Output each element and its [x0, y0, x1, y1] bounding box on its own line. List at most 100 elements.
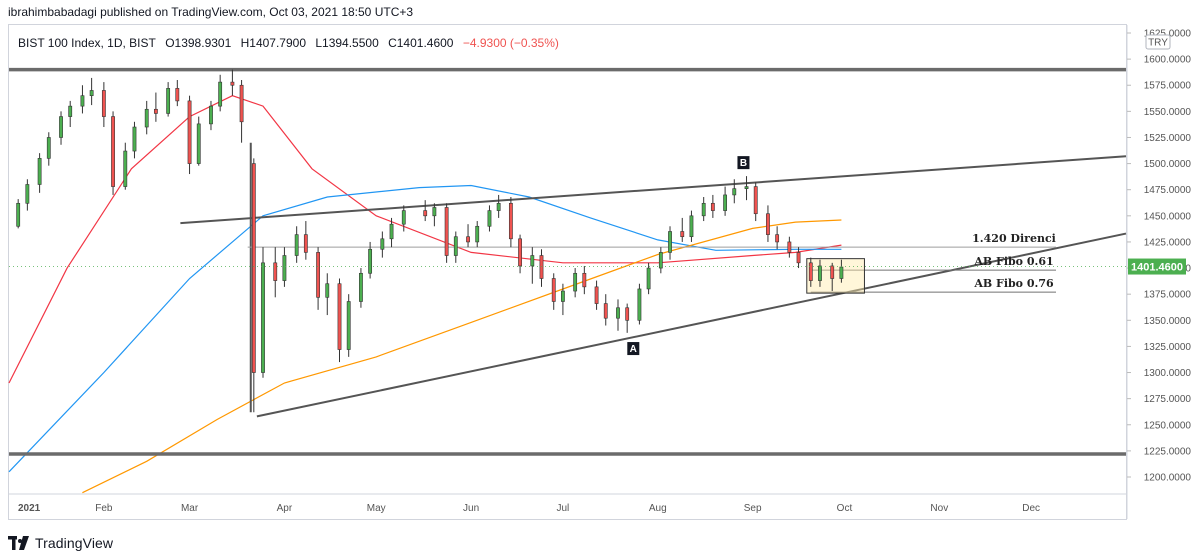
tradingview-brand[interactable]: TradingView	[8, 533, 113, 553]
published-caption: ibrahimbabadagi published on TradingView…	[8, 5, 414, 19]
candle-body	[37, 158, 42, 185]
candle-body	[111, 116, 115, 187]
candle	[325, 273, 330, 316]
candle	[487, 205, 492, 232]
price-tick-label: 1525.0000	[1144, 133, 1192, 144]
candle	[830, 262, 835, 292]
price-tick-label: 1200.0000	[1144, 473, 1192, 484]
candle	[646, 262, 651, 295]
candle-body	[796, 252, 801, 264]
candle-body	[196, 123, 201, 164]
candle-body	[230, 81, 235, 86]
candle-body	[153, 108, 158, 114]
candle-body	[282, 255, 287, 281]
candle	[123, 142, 128, 190]
candle	[551, 273, 556, 310]
legend-low: L1394.5500	[315, 36, 379, 50]
candle	[37, 153, 42, 193]
candle	[303, 221, 308, 260]
price-tick-label: 1250.0000	[1144, 420, 1192, 431]
candle	[658, 247, 663, 274]
candle-body	[273, 262, 278, 281]
date-tick-label: Feb	[95, 503, 113, 514]
candle	[25, 179, 30, 211]
candle	[132, 121, 137, 159]
level-label: 1.420 Direnci	[972, 232, 1056, 245]
symbol-legend: BIST 100 Index, 1D, BIST O1398.9301 H140…	[18, 36, 565, 50]
brand-text: TradingView	[35, 535, 114, 551]
candle	[689, 210, 694, 242]
candle-body	[701, 202, 706, 217]
legend-high: H1407.7900	[240, 36, 306, 50]
price-tick-label: 1425.0000	[1144, 237, 1192, 248]
candle-body	[744, 186, 749, 189]
candle-body	[689, 215, 694, 238]
candle-body	[637, 288, 642, 321]
candle	[637, 283, 642, 325]
legend-close: C1401.4600	[388, 36, 454, 50]
candle-body	[496, 202, 501, 211]
candle	[808, 257, 813, 287]
candle-body	[830, 265, 835, 279]
candle	[230, 69, 235, 96]
candle	[475, 221, 480, 248]
candle	[701, 197, 706, 222]
date-tick-label: Sep	[744, 503, 762, 514]
candle-body	[561, 290, 565, 302]
price-tick-label: 1625.0000	[1144, 29, 1192, 40]
candle-body	[432, 207, 437, 217]
candle-body	[251, 163, 256, 373]
axes-layer: 1200.0000 1225.0000 1250.0000 1275.0000 1300…	[9, 25, 1191, 519]
candle-body	[668, 231, 672, 253]
candle	[359, 268, 363, 308]
candle-body	[818, 265, 822, 281]
moving-average-line	[82, 219, 842, 494]
currency-badge: TRY	[1148, 38, 1168, 49]
candle	[625, 303, 630, 333]
candle	[153, 92, 158, 122]
candle-body	[710, 202, 715, 211]
candle	[453, 231, 458, 263]
currency-badge-box	[1145, 34, 1171, 50]
candle	[723, 186, 728, 216]
candle	[46, 132, 51, 166]
legend-symbol: BIST 100 Index, 1D, BIST	[18, 36, 156, 50]
price-tick-label: 1300.0000	[1144, 368, 1192, 379]
top-bar: ibrahimbabadagi published on TradingView…	[0, 0, 1200, 24]
candle	[209, 100, 213, 131]
candle-body	[808, 262, 813, 281]
candle-body	[766, 213, 770, 235]
last-price-label: 1401.4600	[1131, 262, 1183, 274]
moving-average-line	[8, 95, 842, 384]
candle-body	[594, 286, 599, 304]
candle-body	[616, 307, 620, 319]
candle-body	[303, 234, 308, 253]
candle	[744, 176, 749, 201]
candle	[518, 234, 522, 274]
candle-body	[508, 202, 513, 240]
candle	[616, 299, 620, 331]
candle	[389, 217, 394, 248]
candle-body	[444, 207, 449, 256]
price-tick-label: 1600.0000	[1144, 55, 1192, 66]
candle	[496, 194, 501, 218]
candle-body	[389, 223, 394, 240]
candle-body	[239, 84, 244, 123]
candle	[539, 249, 544, 287]
candles-layer	[16, 69, 844, 413]
price-tick-label: 1375.0000	[1144, 290, 1192, 301]
moving-average-layer	[8, 95, 842, 494]
candle-body	[573, 272, 578, 292]
candle-body	[475, 225, 480, 243]
tradingview-logo-icon	[8, 536, 29, 550]
candle	[251, 158, 256, 413]
candle	[732, 179, 737, 204]
candle	[530, 247, 535, 284]
price-tick-label: 1350.0000	[1144, 316, 1192, 327]
candle-body	[337, 283, 342, 350]
candle	[796, 247, 801, 269]
level-label: AB Fibo 0.76	[973, 277, 1054, 290]
price-tick-label: 1225.0000	[1144, 446, 1192, 457]
candle	[582, 265, 587, 295]
